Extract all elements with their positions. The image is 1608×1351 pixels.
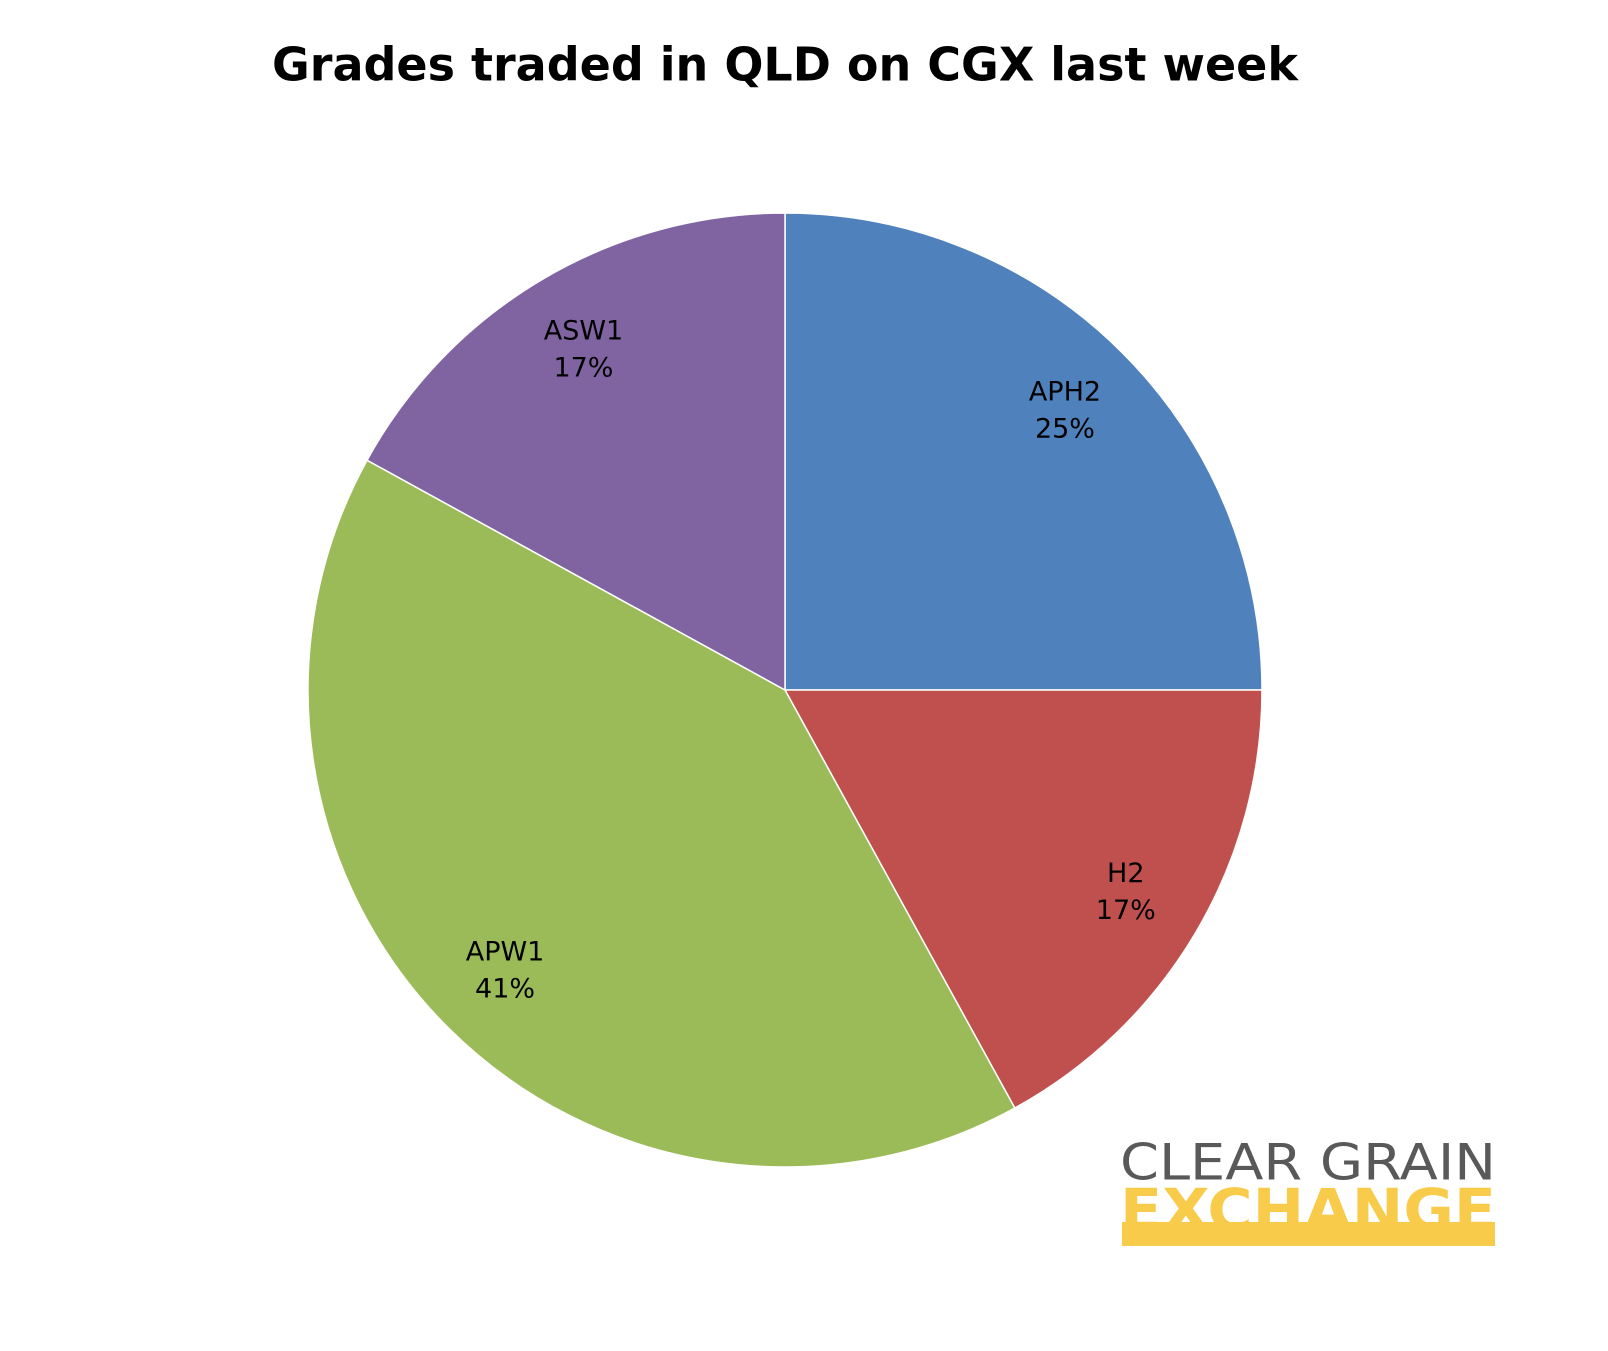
logo-bar (1122, 1222, 1495, 1246)
pie-slice (307, 459, 1016, 1168)
slice-value: 25% (1035, 414, 1095, 445)
slice-label: APW1 (466, 936, 545, 967)
chart-title: Grades traded in QLD on CGX last week (272, 38, 1299, 92)
slice-value: 41% (475, 973, 535, 1004)
slice-value: 17% (1096, 895, 1156, 926)
logo-line1: CLEAR GRAIN (1120, 1134, 1496, 1192)
slice-label: H2 (1107, 858, 1144, 889)
logo-line2: EXCHANGE (1120, 1176, 1496, 1244)
pie: APH2 25% H2 17% APW1 41% ASW1 17% (307, 212, 1263, 1168)
pie-slice (783, 689, 1263, 1110)
pie-slice (784, 212, 1263, 691)
pie-slice (365, 212, 786, 692)
slice-value: 17% (553, 353, 613, 384)
slice-label: ASW1 (544, 316, 623, 347)
slice-label: APH2 (1029, 377, 1101, 408)
